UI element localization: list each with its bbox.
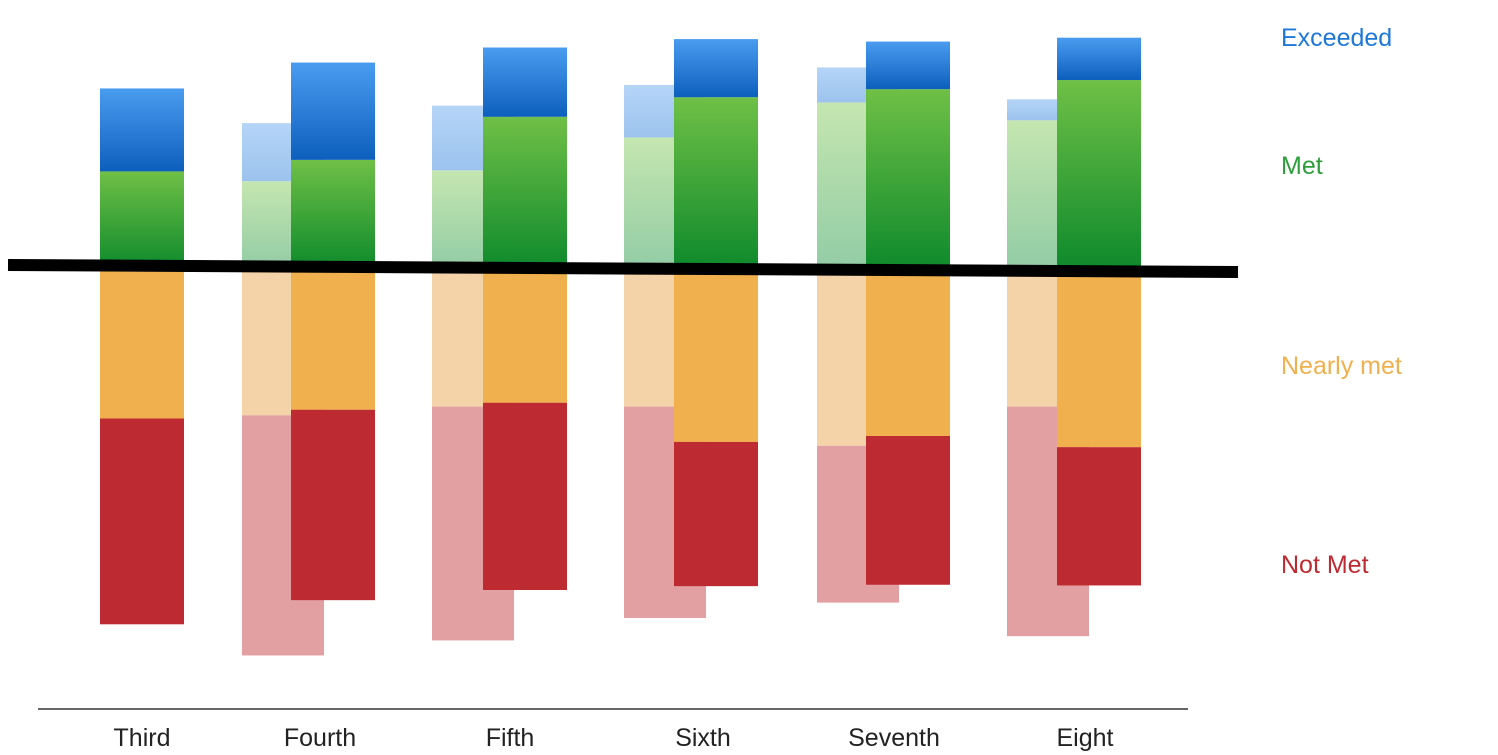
bar-exceeded-sixth [674,39,758,98]
bar-not-met-seventh [866,436,950,585]
bar-met-fifth [483,116,567,268]
bar-met-seventh [866,89,950,269]
bar-nearly-met-sixth [674,268,758,442]
bar-met-fourth [291,159,375,268]
bar-exceeded-seventh [866,41,950,90]
bar-exceeded-eight [1057,37,1141,81]
x-tick-label-sixth: Sixth [675,724,731,752]
bar-met-eight [1057,80,1141,268]
bar-met-third [100,171,184,268]
bar-nearly-met-seventh [866,268,950,436]
x-tick-label-fifth: Fifth [486,724,535,752]
bar-not-met-eight [1057,447,1141,586]
bar-not-met-fourth [291,409,375,601]
bar-nearly-met-eight [1057,268,1141,448]
bar-exceeded-fourth [291,62,375,160]
x-tick-label-eight: Eight [1057,724,1114,752]
legend-label-not-met: Not Met [1281,551,1369,579]
x-tick-label-seventh: Seventh [848,724,940,752]
legend-label-exceeded: Exceeded [1281,24,1392,52]
bar-met-sixth [674,97,758,268]
bar-not-met-sixth [674,441,758,587]
legend-label-met: Met [1281,152,1323,180]
x-tick-label-fourth: Fourth [284,724,356,752]
bar-exceeded-third [100,88,184,172]
bar-nearly-met-fifth [483,268,567,403]
bar-not-met-fifth [483,402,567,590]
legend-label-nearly-met: Nearly met [1281,352,1402,380]
bar-exceeded-fifth [483,47,567,117]
x-tick-label-third: Third [114,724,171,752]
bar-nearly-met-third [100,268,184,419]
bar-nearly-met-fourth [291,268,375,410]
bar-not-met-third [100,418,184,625]
zero-divider-line [7,259,1239,278]
